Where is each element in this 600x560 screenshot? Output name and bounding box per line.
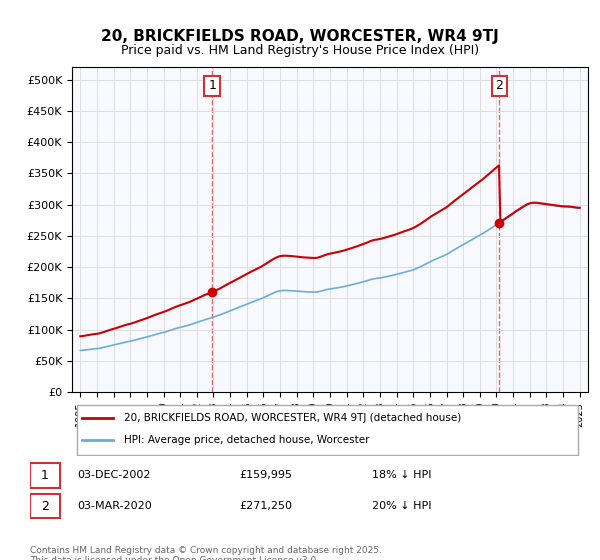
Text: 03-MAR-2020: 03-MAR-2020: [77, 501, 152, 511]
Text: £159,995: £159,995: [240, 470, 293, 480]
Text: Contains HM Land Registry data © Crown copyright and database right 2025.
This d: Contains HM Land Registry data © Crown c…: [30, 546, 382, 560]
Text: Price paid vs. HM Land Registry's House Price Index (HPI): Price paid vs. HM Land Registry's House …: [121, 44, 479, 57]
Text: 18% ↓ HPI: 18% ↓ HPI: [372, 470, 432, 480]
Text: HPI: Average price, detached house, Worcester: HPI: Average price, detached house, Worc…: [124, 436, 369, 445]
FancyBboxPatch shape: [77, 405, 578, 455]
Text: 2: 2: [496, 80, 503, 92]
Text: 20, BRICKFIELDS ROAD, WORCESTER, WR4 9TJ (detached house): 20, BRICKFIELDS ROAD, WORCESTER, WR4 9TJ…: [124, 413, 461, 423]
Text: 1: 1: [208, 80, 216, 92]
Text: £271,250: £271,250: [240, 501, 293, 511]
FancyBboxPatch shape: [30, 494, 61, 519]
Text: 1: 1: [41, 469, 49, 482]
FancyBboxPatch shape: [30, 463, 61, 488]
Text: 03-DEC-2002: 03-DEC-2002: [77, 470, 151, 480]
Text: 2: 2: [41, 500, 49, 513]
Text: 20% ↓ HPI: 20% ↓ HPI: [372, 501, 432, 511]
Text: 20, BRICKFIELDS ROAD, WORCESTER, WR4 9TJ: 20, BRICKFIELDS ROAD, WORCESTER, WR4 9TJ: [101, 29, 499, 44]
